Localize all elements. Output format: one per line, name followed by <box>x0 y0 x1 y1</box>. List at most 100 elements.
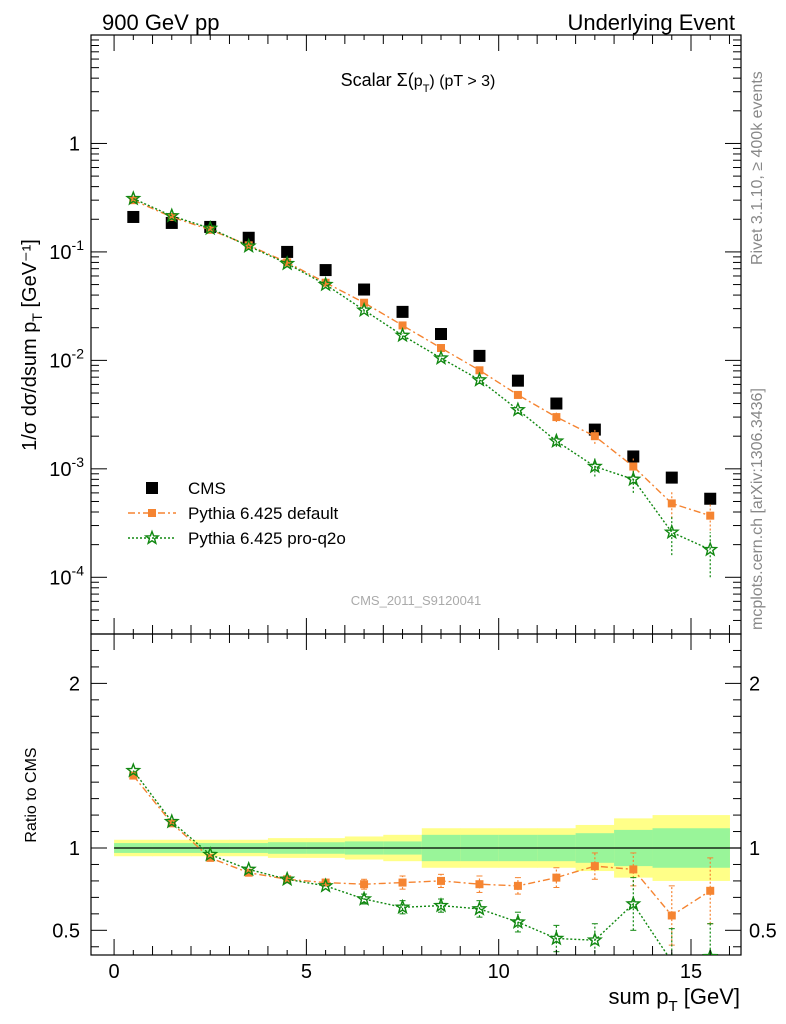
ratio-point <box>398 878 407 887</box>
legend-label: Pythia 6.425 pro-q2o <box>188 529 346 548</box>
data-point <box>665 471 678 484</box>
data-point <box>471 371 488 387</box>
data-point <box>586 458 603 474</box>
y-tick-label: 10-1 <box>49 237 84 264</box>
ratio-point <box>671 953 673 955</box>
title-part: p <box>414 73 423 90</box>
header-right: Underlying Event <box>567 10 735 35</box>
y-axis-label: 1/σ dσ/dsum pT [GeV⁻¹] <box>19 239 45 451</box>
main-ticks <box>91 34 741 635</box>
y-tick-label: 1 <box>69 133 80 155</box>
data-point <box>358 283 371 296</box>
ratio-y-tick-label: 1 <box>69 838 80 860</box>
data-point <box>667 499 676 508</box>
legend: CMS Pythia 6.425 default Pythia 6.425 pro-… <box>128 479 346 548</box>
ratio-y-tick-label: 0.5 <box>52 920 80 942</box>
data-point <box>663 523 680 540</box>
data-point <box>511 374 524 387</box>
ratio-point <box>283 875 292 884</box>
ratio-point <box>202 846 219 862</box>
ratio-point <box>706 886 715 895</box>
series-line <box>133 197 711 551</box>
data-point <box>281 245 294 258</box>
data-point <box>473 349 486 362</box>
ratio-point <box>240 860 257 877</box>
legend-entry: Pythia 6.425 pro-q2o <box>128 529 346 548</box>
series-0 <box>127 210 717 505</box>
data-point <box>163 207 180 223</box>
data-point <box>548 432 565 449</box>
ratio-point <box>513 881 522 890</box>
ratio-point <box>586 931 603 948</box>
ratio-point <box>279 870 296 887</box>
data-point <box>127 210 140 223</box>
y-tick-label: 10-2 <box>49 345 84 372</box>
x-axis-label: sum pT [GeV] <box>609 984 740 1015</box>
legend-entry: Pythia 6.425 default <box>128 504 339 523</box>
data-point <box>629 462 638 471</box>
chart-title: Scalar Σ(pT) (pT > 3) <box>341 70 496 95</box>
ratio-y-tick-label: 2 <box>69 673 80 695</box>
xlabel-part: [GeV] <box>678 984 740 1009</box>
data-point <box>475 366 484 375</box>
y-tick-label: 10-3 <box>49 454 84 481</box>
y-tick-label-base: 10 <box>49 350 71 372</box>
ratio-y-axis-label: Ratio to CMS <box>23 747 40 842</box>
data-point <box>702 541 719 557</box>
legend-entry: CMS <box>146 479 226 498</box>
data-point <box>125 190 142 206</box>
legend-marker <box>146 482 158 494</box>
y-tick-label-exp: -2 <box>72 345 85 361</box>
title-part: T <box>423 83 430 95</box>
ratio-point <box>471 900 488 916</box>
ratio-point <box>437 876 445 885</box>
ratio-point <box>360 880 369 889</box>
y-tick-label-base: 10 <box>49 567 71 589</box>
data-point <box>206 225 215 234</box>
y-tick-label: 10-4 <box>49 562 84 589</box>
data-point <box>283 258 292 267</box>
ratio-point <box>552 873 561 882</box>
ratio-point <box>475 880 484 889</box>
ratio-y-tick-label-right: 1 <box>749 838 760 860</box>
x-tick-labels: 0 5 10 15 <box>109 961 703 983</box>
ratio-point <box>163 813 180 829</box>
xlabel-part: T <box>668 998 677 1015</box>
data-point <box>317 276 334 292</box>
ratio-point <box>356 890 373 906</box>
x-tick-label: 15 <box>680 961 702 983</box>
data-point <box>590 432 599 441</box>
ratio-point <box>125 762 142 778</box>
ratio-series-1 <box>125 762 719 955</box>
ratio-y-tick-labels: 0.5 0.5 1 1 2 2 <box>52 673 777 942</box>
legend-marker <box>143 529 161 545</box>
data-point <box>706 511 715 520</box>
ratio-frame <box>90 633 742 956</box>
analysis-watermark: CMS_2011_S9120041 <box>351 593 482 608</box>
data-point <box>240 237 257 254</box>
data-point <box>704 492 717 505</box>
ratio-point <box>702 948 719 955</box>
ratio-point <box>129 771 138 780</box>
legend-label: Pythia 6.425 default <box>188 504 339 523</box>
legend-label: CMS <box>188 479 226 498</box>
data-point <box>167 212 176 221</box>
x-tick-label: 10 <box>488 961 510 983</box>
legend-marker <box>148 509 156 517</box>
ratio-point <box>509 913 526 929</box>
data-point <box>202 219 219 236</box>
ratio-point <box>317 877 334 893</box>
data-point <box>244 241 253 250</box>
ratio-point <box>625 895 642 911</box>
ratio-y-tick-label-right: 0.5 <box>749 920 777 942</box>
data-point <box>552 413 561 422</box>
ratio-point <box>394 898 411 915</box>
x-tick-label: 5 <box>301 961 312 983</box>
ratio-series <box>125 762 719 955</box>
main-series <box>125 190 719 578</box>
ratio-point <box>432 897 450 913</box>
ratio-line <box>132 770 669 955</box>
ratio-point <box>667 911 676 920</box>
y-tick-label-base: 10 <box>49 242 71 264</box>
